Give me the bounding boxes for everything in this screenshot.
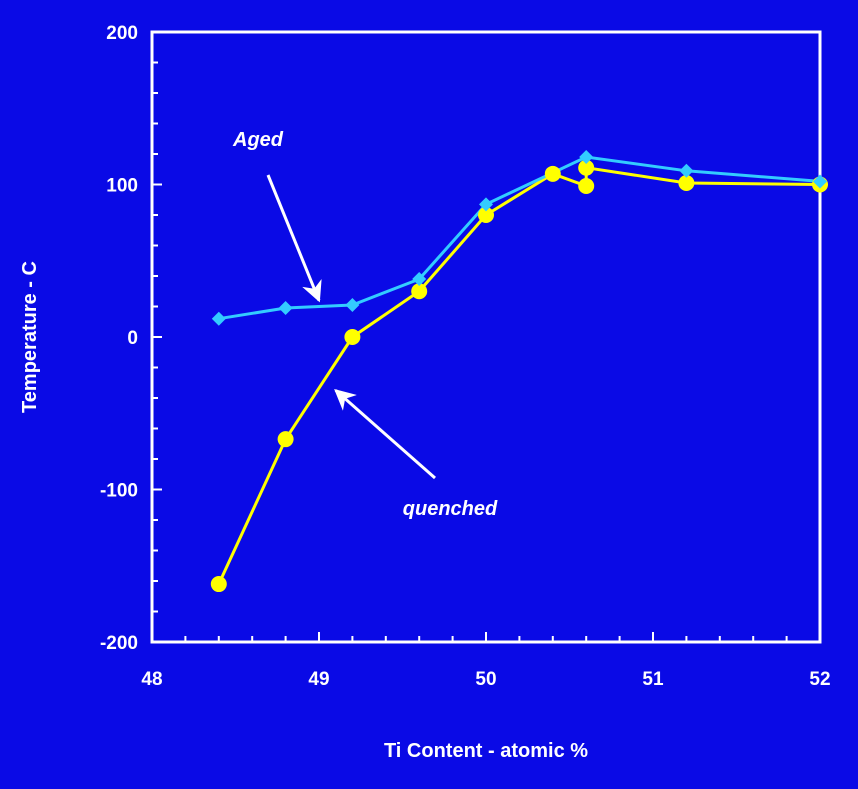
data-point-Aged — [679, 164, 693, 178]
series-line-Aged — [219, 157, 820, 319]
tick-labels: 48 49 50 51 52 200 100 0 -100 -200 — [100, 23, 831, 690]
data-point-quenched — [545, 166, 561, 182]
x-axis-title: Ti Content - atomic % — [384, 740, 588, 762]
data-point-Aged — [212, 312, 226, 326]
annotations: Aged quenched — [232, 129, 498, 520]
data-point-Aged — [279, 301, 293, 315]
x-tick-label: 50 — [475, 669, 496, 690]
y-axis-title: Temperature - C — [19, 261, 41, 413]
annotation-arrow-quenched — [336, 390, 435, 478]
plot-frame — [152, 32, 820, 642]
y-tick-label: 200 — [106, 23, 138, 44]
data-point-quenched — [344, 329, 360, 345]
y-tick-label: -100 — [100, 481, 138, 502]
series-lines — [219, 157, 820, 584]
series-markers — [211, 150, 828, 592]
ticks — [152, 32, 820, 642]
data-point-quenched — [578, 178, 594, 194]
data-point-quenched — [211, 576, 227, 592]
y-tick-label: 0 — [127, 328, 138, 349]
data-point-Aged — [345, 298, 359, 312]
annotation-label-quenched: quenched — [403, 498, 498, 520]
annotation-arrow-Aged — [268, 175, 319, 300]
y-tick-label: 100 — [106, 176, 138, 197]
series-line-quenched — [219, 168, 820, 584]
data-point-quenched — [278, 431, 294, 447]
x-tick-label: 52 — [809, 669, 830, 690]
y-tick-label: -200 — [100, 633, 138, 654]
x-tick-label: 51 — [642, 669, 664, 690]
annotation-label-Aged: Aged — [232, 129, 284, 151]
x-tick-label: 48 — [141, 669, 162, 690]
x-tick-label: 49 — [308, 669, 329, 690]
